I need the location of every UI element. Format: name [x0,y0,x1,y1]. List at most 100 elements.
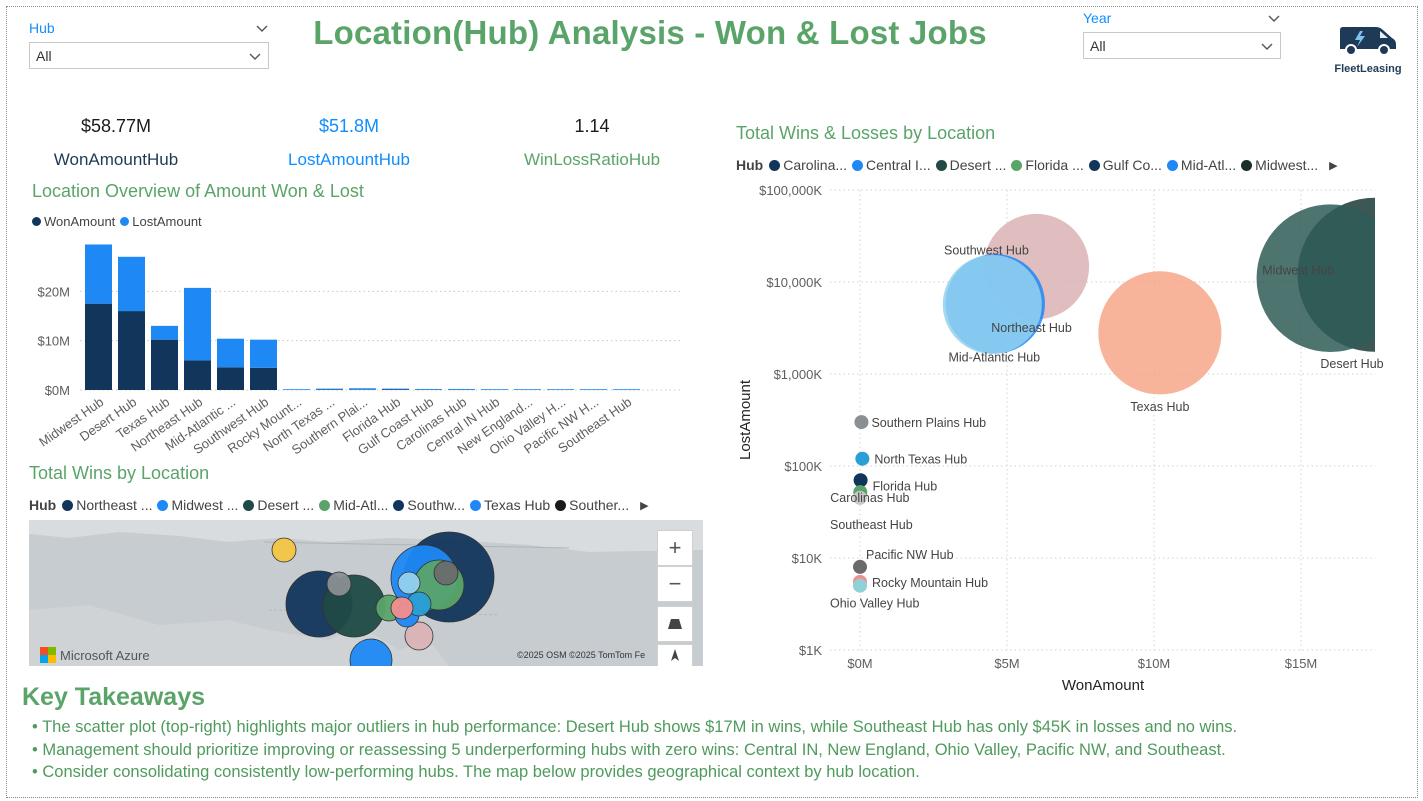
legend-next-icon[interactable]: ▶ [640,499,649,512]
bar-lost[interactable] [151,325,178,340]
map-bubble[interactable] [433,560,459,586]
y-tick-label: $10K [792,551,823,566]
year-slicer-label: Year [1083,10,1112,26]
bar-won[interactable] [184,360,211,390]
legend-item-won[interactable]: WonAmount [32,214,115,229]
scatter-label: Southern Plains Hub [871,416,986,430]
legend-label: Midwest... [1255,157,1319,173]
scatter-label: Southwest Hub [944,244,1029,258]
bar-won[interactable] [250,367,277,390]
tilt-button[interactable] [657,606,693,642]
y-tick-label: $1K [799,643,822,658]
bar-lost[interactable] [481,389,508,390]
bar-lost[interactable] [85,244,112,304]
hub-slicer[interactable]: Hub All [29,18,269,69]
x-tick-label: $15M [1285,656,1318,671]
compass-icon [671,649,679,661]
zoom-out-button[interactable]: − [657,566,693,602]
bar-lost[interactable] [184,287,211,361]
map-bubble[interactable] [397,571,421,595]
legend-next-icon[interactable]: ▶ [1329,159,1338,172]
x-tick-label: $5M [994,656,1019,671]
bar-won[interactable] [382,389,409,390]
scatter-point[interactable] [853,490,867,505]
map-canvas[interactable] [29,520,703,666]
scatter-legend-item[interactable]: Florida ... [1011,157,1084,173]
scatter-legend-item[interactable]: Mid-Atl... [1166,157,1236,173]
map-bubbles [29,520,703,666]
map-bubble[interactable] [404,621,434,651]
scatter-label: Desert Hub [1320,357,1383,371]
map-legend-item[interactable]: Mid-Atl... [319,497,388,513]
year-slicer-dropdown[interactable]: All [1083,32,1281,59]
scatter-point[interactable] [942,254,1042,354]
bar-lost[interactable] [349,388,376,390]
bar-lost[interactable] [118,256,145,312]
bar-lost[interactable] [283,389,310,390]
y-tick-label: $20M [37,284,70,299]
scatter-point[interactable] [1256,204,1405,352]
scatter-point[interactable] [853,473,868,488]
scatter-point[interactable] [855,451,870,466]
bar-won[interactable] [118,311,145,390]
kpi-label: WonAmountHub [53,150,179,169]
map-legend-item[interactable]: Souther... [555,497,629,513]
bar-lost[interactable] [382,388,409,390]
map-legend-item[interactable]: Southw... [393,497,465,513]
map-legend-item[interactable]: Midwest ... [157,497,238,513]
bar-won[interactable] [151,339,178,390]
bar-lost[interactable] [316,388,343,390]
legend-swatch [852,159,864,171]
map-legend-item[interactable]: Desert ... [243,497,314,513]
zoom-in-button[interactable]: + [657,530,693,566]
chevron-down-icon[interactable] [1267,11,1281,25]
year-slicer-value: All [1090,37,1106,54]
map-bubble[interactable] [326,571,352,597]
scatter-point[interactable] [1098,271,1222,395]
takeaway-item: The scatter plot (top-right) highlights … [32,716,1237,739]
legend-item-lost[interactable]: LostAmount [120,214,202,229]
year-slicer[interactable]: Year All [1083,8,1281,59]
chevron-down-icon [249,53,261,60]
bar-lost[interactable] [415,388,442,390]
bar-won[interactable] [217,367,244,390]
bar-lost[interactable] [613,389,640,390]
bar-lost[interactable] [580,389,607,390]
map-bubble[interactable] [390,596,414,620]
scatter-point[interactable] [853,559,867,574]
scatter-label: Texas Hub [1130,400,1189,414]
map-bubble[interactable] [349,638,393,666]
legend-swatch [1011,159,1023,171]
chevron-down-icon[interactable] [255,21,269,35]
scatter-legend-item[interactable]: Carolina... [769,157,847,173]
bar-lost[interactable] [250,339,277,368]
x-axis-label: WonAmount [1062,677,1145,694]
bar-won[interactable] [85,303,112,390]
legend-label: Midwest ... [171,497,239,513]
rotate-button[interactable] [657,644,693,666]
scatter-label: Midwest Hub [1262,264,1334,278]
scatter-legend-item[interactable]: Central I... [852,157,931,173]
legend-label: Texas Hub [484,497,551,513]
scatter-label: Ohio Valley Hub [830,597,919,611]
x-tick-label: $0M [847,656,872,671]
bar-lost[interactable] [448,388,475,390]
scatter-point[interactable] [853,578,867,593]
chevron-down-icon [1261,43,1273,50]
scatter-legend-item[interactable]: Desert ... [935,157,1006,173]
y-tick-label: $100,000K [759,183,822,198]
scatter-legend-item[interactable]: Gulf Co... [1088,157,1162,173]
y-tick-label: $1,000K [774,367,823,382]
bar-lost[interactable] [547,389,574,390]
hub-slicer-dropdown[interactable]: All [29,42,269,69]
scatter-legend-item[interactable]: Midwest... [1241,157,1318,173]
page-title: Location(Hub) Analysis - Won & Lost Jobs [313,14,987,51]
scatter-point[interactable] [854,415,869,430]
map-legend-item[interactable]: Texas Hub [470,497,550,513]
bar-lost[interactable] [514,389,541,390]
kpi-win-loss-ratio: 1.14 WinLossRatioHub [502,116,682,170]
bar-lost[interactable] [217,338,244,368]
map-bubble[interactable] [271,537,297,563]
map-legend-item[interactable]: Northeast ... [62,497,152,513]
kpi-label: LostAmountHub [288,150,410,169]
